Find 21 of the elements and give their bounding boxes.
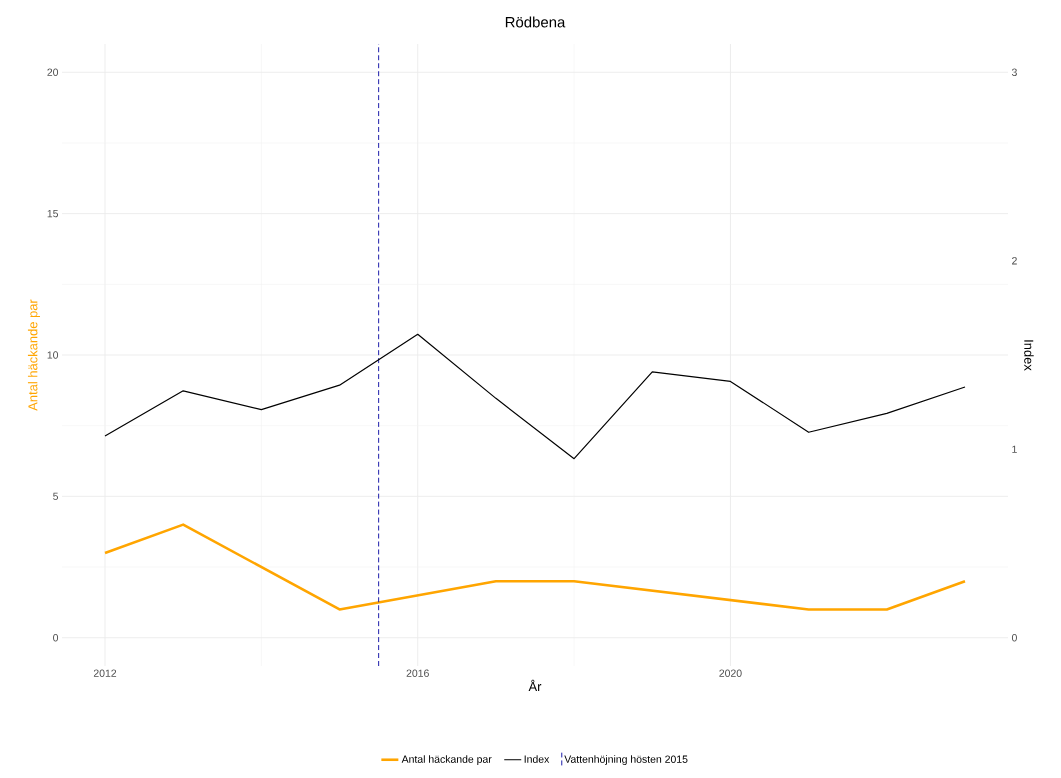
y2-tick-label: 3 (1011, 68, 1017, 76)
y2-tick-label: 2 (1012, 257, 1017, 265)
legend-label: Vattenhöjning hösten 2015 (564, 755, 688, 765)
x-tick-label: 2016 (406, 669, 429, 677)
x-tick-label: 2012 (93, 669, 117, 677)
y-tick-label: 0 (53, 634, 59, 642)
x-tick-label: 2020 (719, 669, 742, 677)
y-tick-label: 10 (47, 351, 59, 359)
y2-tick-label: 0 (1011, 634, 1017, 642)
x-axis-title: År (528, 679, 542, 692)
y2-tick-label: 1 (1012, 445, 1017, 453)
y-tick-label: 20 (47, 68, 59, 76)
y-tick-label: 5 (53, 492, 59, 501)
y2-axis-title: Index (1024, 340, 1034, 371)
y-axis-title: Antal häckande par (27, 299, 40, 411)
line-series (103, 523, 967, 611)
y-tick-label: 15 (47, 209, 59, 218)
legend-label: Antal häckande par (401, 755, 492, 765)
legend-label: Index (524, 755, 550, 763)
chart-title: Rödbena (505, 16, 566, 28)
line-series (104, 333, 966, 460)
